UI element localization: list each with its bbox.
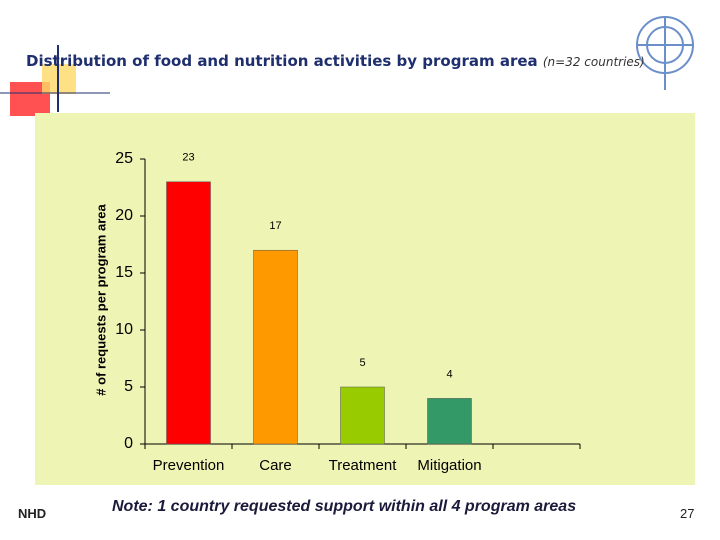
- bar: [340, 386, 385, 445]
- page-number: 27: [680, 506, 695, 521]
- data-label: 23: [182, 152, 194, 164]
- title: Distribution of food and nutrition activ…: [26, 50, 676, 73]
- y-tick-label: 15: [115, 264, 133, 281]
- y-tick-label: 20: [115, 207, 133, 224]
- note: Note: 1 country requested support within…: [112, 498, 577, 515]
- y-tick-label: 5: [124, 378, 133, 395]
- y-tick-label: 25: [115, 150, 133, 167]
- x-tick-label: Mitigation: [417, 457, 481, 474]
- bar: [427, 398, 472, 445]
- bar: [166, 181, 211, 445]
- x-tick-label: Treatment: [329, 457, 398, 474]
- data-label: 4: [446, 368, 452, 380]
- data-label: 17: [269, 220, 281, 232]
- title-text: Distribution of food and nutrition activ…: [26, 52, 538, 70]
- who-logo: [636, 16, 694, 90]
- x-tick-label: Prevention: [153, 457, 225, 474]
- footer-left: NHD: [18, 506, 47, 521]
- y-tick-label: 10: [115, 321, 133, 338]
- subtitle: (n=32 countries): [542, 55, 645, 69]
- x-tick-label: Care: [259, 457, 292, 474]
- data-label: 5: [359, 357, 365, 369]
- y-axis-label: # of requests per program area: [93, 204, 108, 396]
- y-tick-label: 0: [124, 435, 133, 452]
- bar: [253, 249, 298, 445]
